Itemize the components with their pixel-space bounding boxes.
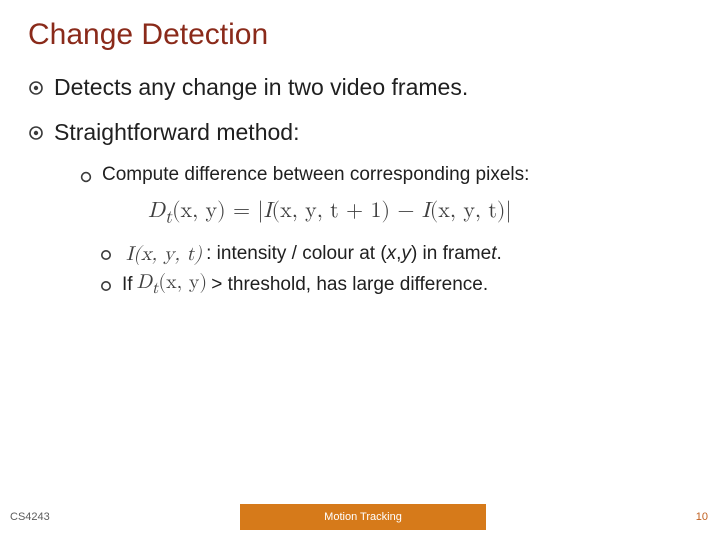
bullet-text: Compute difference between corresponding… — [102, 164, 529, 186]
slide-footer: CS4243 Motion Tracking 10 — [0, 504, 720, 530]
bullet-level3: If Dt(x, y) > threshold, has large diffe… — [100, 270, 692, 299]
bullet-ring-icon — [80, 170, 92, 182]
footer-course-code: CS4243 — [0, 504, 240, 530]
bullet-text: Detects any change in two video frames. — [54, 74, 468, 101]
bullet-level1: Straightforward method: — [28, 119, 692, 146]
formula-text: Dt(x, y) = |I(x, y, t + 1) − I(x, y, t)| — [148, 200, 512, 222]
inline-formula: Dt(x, y) — [137, 270, 208, 299]
footer-page-number: 10 — [486, 504, 720, 530]
bullet-text: I(x, y, t) : intensity / colour at (x, y… — [122, 242, 502, 266]
slide-title: Change Detection — [28, 18, 692, 52]
slide: Change Detection Detects any change in t… — [0, 0, 720, 540]
bullet-dot-icon — [28, 80, 44, 96]
bullet-text: Straightforward method: — [54, 119, 299, 146]
footer-topic: Motion Tracking — [240, 504, 486, 530]
bullet-level2: Compute difference between corresponding… — [80, 164, 692, 186]
bullet-text: If Dt(x, y) > threshold, has large diffe… — [122, 270, 488, 299]
difference-formula: Dt(x, y) = |I(x, y, t + 1) − I(x, y, t)| — [148, 198, 692, 228]
bullet-ring-icon — [100, 279, 112, 291]
inline-formula: I(x, y, t) — [126, 242, 202, 266]
bullet-ring-icon — [100, 248, 112, 260]
bullet-level1: Detects any change in two video frames. — [28, 74, 692, 101]
bullet-dot-icon — [28, 125, 44, 141]
bullet-level3: I(x, y, t) : intensity / colour at (x, y… — [100, 242, 692, 266]
